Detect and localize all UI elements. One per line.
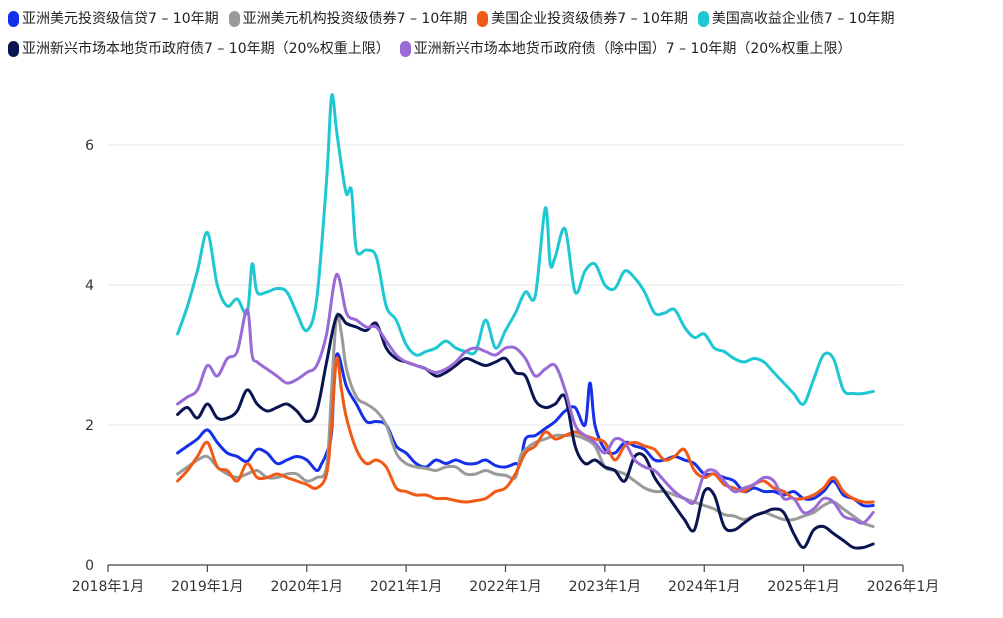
x-tick-label: 2023年1月 xyxy=(569,579,642,595)
legend-label: 美国企业投资级债券7 – 10年期 xyxy=(491,11,688,27)
x-tick-label: 2022年1月 xyxy=(469,579,542,595)
tick-labels: 0 2 4 6 2018年1月 2019年1月 2020年1月 2021年1月 2022年1月 2… xyxy=(72,138,940,595)
legend-label: 亚洲新兴市场本地货币政府债（除中国）7 – 10年期（20%权重上限） xyxy=(413,41,852,57)
legend-swatch xyxy=(697,11,709,27)
legend-label: 亚洲美元机构投资级债券7 – 10年期 xyxy=(242,11,468,27)
x-tick-label: 2025年1月 xyxy=(767,579,840,595)
chart-legend: 亚洲美元投资级信贷7 – 10年期 亚洲美元机构投资级债券7 – 10年期 美国企业… xyxy=(8,6,998,66)
y-tick-label: 4 xyxy=(85,278,94,294)
legend-item[interactable]: 亚洲新兴市场本地货币政府债7 – 10年期（20%权重上限） xyxy=(8,36,390,62)
legend-item[interactable]: 亚洲美元机构投资级债券7 – 10年期 xyxy=(228,6,468,32)
x-tick-label: 2026年1月 xyxy=(867,579,940,595)
legend-swatch xyxy=(8,41,19,57)
series-line xyxy=(176,312,875,528)
legend-item[interactable]: 美国企业投资级债券7 – 10年期 xyxy=(477,6,688,32)
series-lines xyxy=(176,93,875,550)
x-tick-label: 2024年1月 xyxy=(668,579,741,595)
x-tick-label: 2021年1月 xyxy=(370,579,443,595)
y-tick-label: 6 xyxy=(85,138,94,154)
series-line xyxy=(176,313,875,550)
axes xyxy=(107,564,904,572)
x-tick-label: 2018年1月 xyxy=(72,579,145,595)
series-line xyxy=(176,272,875,525)
x-tick-label: 2019年1月 xyxy=(171,579,244,595)
legend-label: 亚洲美元投资级信贷7 – 10年期 xyxy=(22,11,219,27)
legend-swatch xyxy=(399,41,411,57)
legend-swatch xyxy=(228,11,240,27)
legend-item[interactable]: 亚洲新兴市场本地货币政府债（除中国）7 – 10年期（20%权重上限） xyxy=(399,36,852,62)
legend-label: 美国高收益企业债7 – 10年期 xyxy=(711,11,895,27)
series-line xyxy=(176,93,875,406)
gridlines xyxy=(108,144,903,426)
x-tick-label: 2020年1月 xyxy=(270,579,343,595)
legend-label: 亚洲新兴市场本地货币政府债7 – 10年期（20%权重上限） xyxy=(22,41,390,57)
legend-swatch xyxy=(477,11,489,27)
legend-item[interactable]: 亚洲美元投资级信贷7 – 10年期 xyxy=(8,6,219,32)
legend-item[interactable]: 美国高收益企业债7 – 10年期 xyxy=(697,6,895,32)
y-tick-label: 0 xyxy=(85,558,94,574)
legend-swatch xyxy=(8,11,19,27)
y-tick-label: 2 xyxy=(85,418,94,434)
